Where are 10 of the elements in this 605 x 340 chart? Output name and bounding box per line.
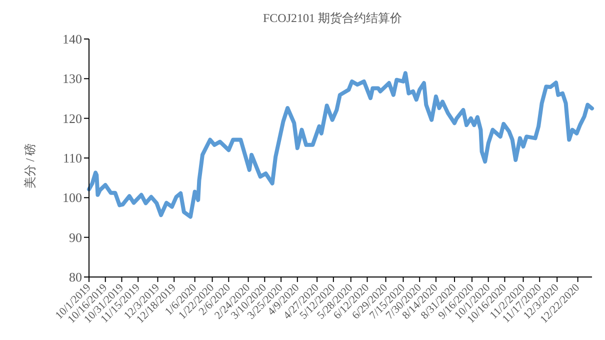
line-series	[87, 71, 594, 219]
y-tick-label: 80	[69, 270, 82, 284]
y-tick-label: 100	[62, 190, 82, 206]
y-tick-label: 140	[62, 32, 82, 46]
y-tick-label: 110	[62, 150, 82, 166]
y-axis-title: 美分 / 磅	[23, 143, 37, 189]
y-tick-label: 120	[62, 110, 82, 126]
chart-title: FCOJ2101 期货合约结算价	[262, 11, 402, 25]
y-tick-label: 130	[62, 71, 82, 86]
y-tick-label: 90	[69, 230, 82, 245]
